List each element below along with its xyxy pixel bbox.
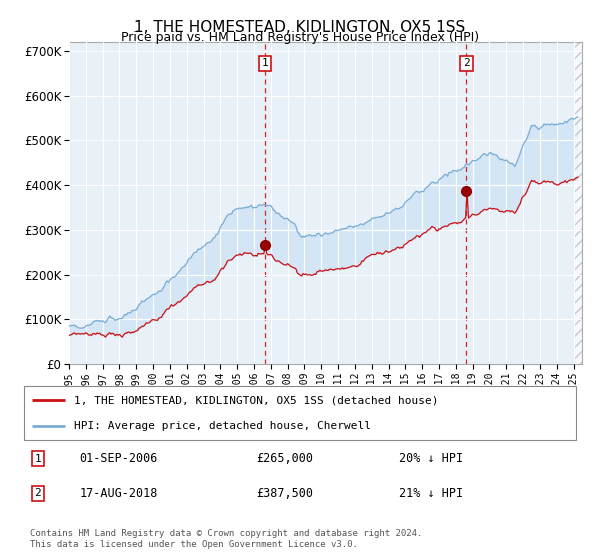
Text: 1, THE HOMESTEAD, KIDLINGTON, OX5 1SS: 1, THE HOMESTEAD, KIDLINGTON, OX5 1SS [134, 20, 466, 35]
Text: Contains HM Land Registry data © Crown copyright and database right 2024.
This d: Contains HM Land Registry data © Crown c… [30, 529, 422, 549]
Text: 20% ↓ HPI: 20% ↓ HPI [400, 452, 463, 465]
Text: 1, THE HOMESTEAD, KIDLINGTON, OX5 1SS (detached house): 1, THE HOMESTEAD, KIDLINGTON, OX5 1SS (d… [74, 395, 438, 405]
Text: 2: 2 [34, 488, 41, 498]
Bar [574, 42, 582, 364]
Text: 1: 1 [34, 454, 41, 464]
Text: 2: 2 [463, 58, 470, 68]
Text: 1: 1 [262, 58, 269, 68]
Text: 01-SEP-2006: 01-SEP-2006 [79, 452, 158, 465]
Text: £265,000: £265,000 [256, 452, 313, 465]
Text: 17-AUG-2018: 17-AUG-2018 [79, 487, 158, 500]
Text: 21% ↓ HPI: 21% ↓ HPI [400, 487, 463, 500]
Text: £387,500: £387,500 [256, 487, 313, 500]
FancyBboxPatch shape [24, 386, 576, 440]
Text: HPI: Average price, detached house, Cherwell: HPI: Average price, detached house, Cher… [74, 421, 371, 431]
Text: Price paid vs. HM Land Registry's House Price Index (HPI): Price paid vs. HM Land Registry's House … [121, 31, 479, 44]
Bar [574, 42, 582, 364]
